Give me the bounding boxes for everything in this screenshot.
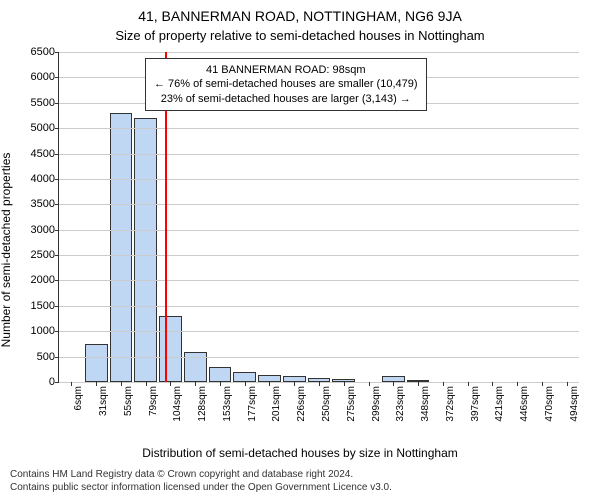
xtick-label: 397sqm [468,386,481,436]
annotation-line: 23% of semi-detached houses are larger (… [154,92,418,106]
ytick-mark [55,103,59,104]
xtick-label: 250sqm [319,386,332,436]
ytick-label: 2000 [31,274,55,286]
gridline [59,306,579,307]
ytick-label: 5500 [31,97,55,109]
xtick-label: 31sqm [96,386,109,436]
ytick-label: 0 [49,376,55,388]
ytick-label: 1000 [31,325,55,337]
gridline [59,255,579,256]
annotation-line: ← 76% of semi-detached houses are smalle… [154,77,418,91]
caption-line-2: Contains public sector information licen… [10,482,392,495]
xtick-label: 372sqm [443,386,456,436]
xtick-label: 421sqm [492,386,505,436]
bar [85,344,108,382]
ytick-mark [55,280,59,281]
ytick-label: 500 [37,351,55,363]
ytick-mark [55,306,59,307]
bar [159,316,182,382]
gridline [59,154,579,155]
xtick-label: 177sqm [245,386,258,436]
xtick-label: 494sqm [567,386,580,436]
xtick-label: 6sqm [71,386,84,436]
gridline [59,128,579,129]
bar [258,375,281,382]
xtick-label: 348sqm [418,386,431,436]
ytick-label: 3000 [31,224,55,236]
xtick-label: 470sqm [542,386,555,436]
gridline [59,52,579,53]
ytick-label: 6000 [31,71,55,83]
ytick-label: 2500 [31,249,55,261]
annotation-box: 41 BANNERMAN ROAD: 98sqm← 76% of semi-de… [145,58,427,111]
xtick-label: 104sqm [170,386,183,436]
xtick-label: 299sqm [369,386,382,436]
ytick-mark [55,128,59,129]
ytick-label: 4000 [31,173,55,185]
ytick-label: 3500 [31,198,55,210]
chart-title: 41, BANNERMAN ROAD, NOTTINGHAM, NG6 9JA [0,8,600,24]
annotation-line: 41 BANNERMAN ROAD: 98sqm [154,63,418,77]
xtick-label: 55sqm [121,386,134,436]
ytick-label: 5000 [31,122,55,134]
xtick-label: 323sqm [393,386,406,436]
plot-area: 0500100015002000250030003500400045005000… [58,52,579,383]
chart-container: 41, BANNERMAN ROAD, NOTTINGHAM, NG6 9JA … [0,0,600,500]
caption-line-1: Contains HM Land Registry data © Crown c… [10,469,392,482]
ytick-label: 1500 [31,300,55,312]
gridline [59,230,579,231]
chart-subtitle: Size of property relative to semi-detach… [0,28,600,43]
gridline [59,204,579,205]
ytick-mark [55,357,59,358]
ytick-mark [55,52,59,53]
xtick-label: 446sqm [517,386,530,436]
bar [134,118,157,382]
caption: Contains HM Land Registry data © Crown c… [10,469,392,494]
gridline [59,280,579,281]
ytick-mark [55,382,59,383]
ytick-mark [55,331,59,332]
ytick-label: 4500 [31,148,55,160]
xtick-label: 153sqm [220,386,233,436]
xtick-label: 128sqm [195,386,208,436]
gridline [59,331,579,332]
bar [209,367,232,382]
ytick-mark [55,77,59,78]
xtick-label: 79sqm [146,386,159,436]
x-axis-label: Distribution of semi-detached houses by … [0,446,600,460]
gridline [59,357,579,358]
xtick-label: 201sqm [269,386,282,436]
ytick-mark [55,179,59,180]
ytick-mark [55,230,59,231]
gridline [59,179,579,180]
ytick-mark [55,255,59,256]
y-axis-label: Number of semi-detached properties [0,153,13,348]
ytick-label: 6500 [31,46,55,58]
xtick-label: 226sqm [294,386,307,436]
ytick-mark [55,204,59,205]
ytick-mark [55,154,59,155]
bar [233,372,256,382]
xtick-label: 275sqm [344,386,357,436]
